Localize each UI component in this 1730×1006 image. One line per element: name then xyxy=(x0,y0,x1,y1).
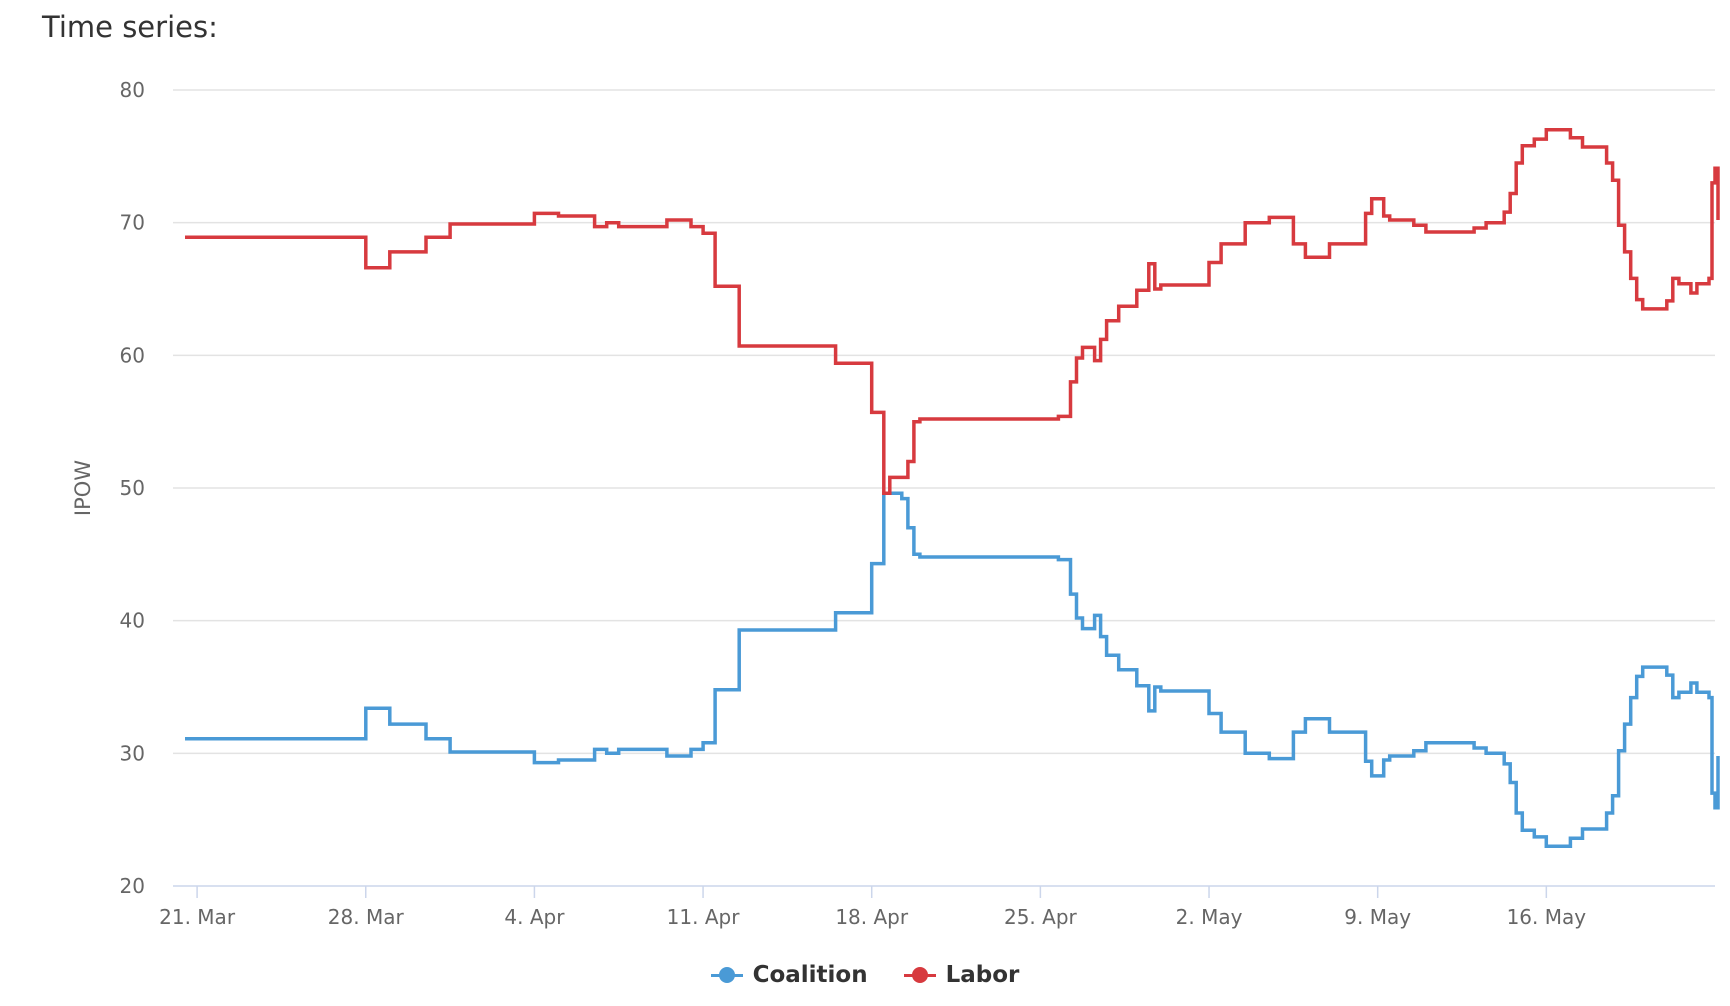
legend-marker-icon xyxy=(903,967,936,983)
y-tick-label: 70 xyxy=(120,211,145,235)
y-tick-label: 50 xyxy=(120,476,145,500)
section-title: Time series: xyxy=(42,10,218,44)
x-tick-label: 2. May xyxy=(1176,905,1243,929)
y-tick-label: 30 xyxy=(120,741,145,765)
x-tick-label: 9. May xyxy=(1344,905,1411,929)
legend-item-coalition[interactable]: Coalition xyxy=(710,962,868,988)
x-tick-label: 21. Mar xyxy=(159,905,236,929)
legend-label: Coalition xyxy=(752,962,868,988)
x-tick-label: 28. Mar xyxy=(328,905,405,929)
y-tick-label: 40 xyxy=(120,609,145,633)
y-tick-label: 80 xyxy=(120,78,145,102)
y-axis-title: IPOW xyxy=(71,460,95,516)
series-line-coalition[interactable] xyxy=(185,491,1720,848)
x-tick-label: 18. Apr xyxy=(835,905,909,929)
legend: Coalition Labor xyxy=(0,962,1730,988)
y-tick-label: 20 xyxy=(120,874,145,898)
x-tick-label: 16. May xyxy=(1507,905,1587,929)
series-lines[interactable] xyxy=(185,128,1720,848)
series-line-labor[interactable] xyxy=(185,128,1720,496)
legend-marker-icon xyxy=(710,967,743,983)
y-axis: 20 30 40 50 60 70 80 xyxy=(120,78,145,898)
time-series-chart: 20 30 40 50 60 70 80 21. Mar 28. Mar 4. Apr 11. A… xyxy=(71,78,1720,929)
legend-item-labor[interactable]: Labor xyxy=(903,962,1020,988)
x-tick-label: 11. Apr xyxy=(667,905,741,929)
x-tick-label: 4. Apr xyxy=(504,905,565,929)
x-tick-label: 25. Apr xyxy=(1004,905,1078,929)
grid-lines xyxy=(173,89,1715,755)
legend-label: Labor xyxy=(945,962,1020,988)
y-tick-label: 60 xyxy=(120,343,145,367)
x-axis: 21. Mar 28. Mar 4. Apr 11. Apr 18. Apr 25. Ap… xyxy=(159,885,1715,929)
